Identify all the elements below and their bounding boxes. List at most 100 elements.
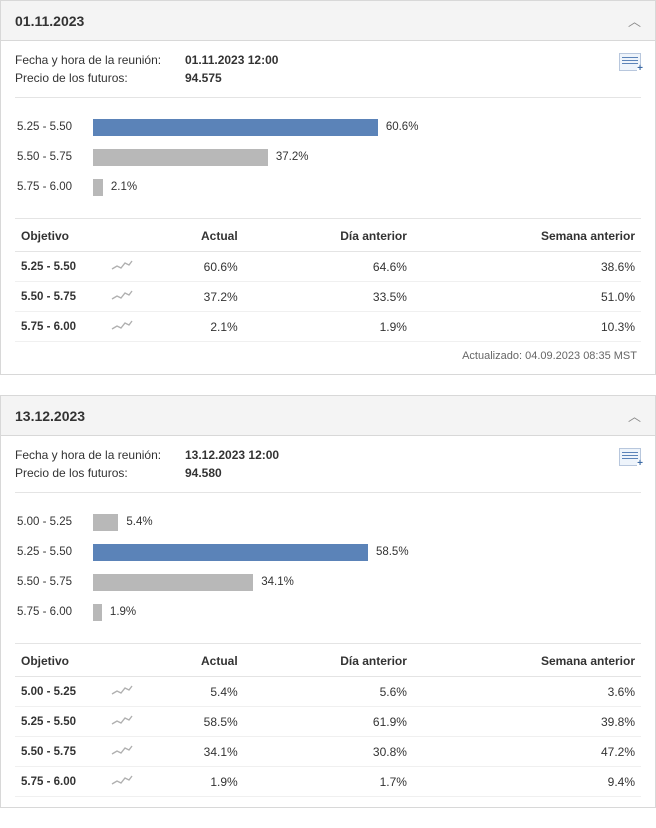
table-row: 5.50 - 5.75 37.2% 33.5% 51.0% (15, 282, 641, 312)
cell-actual: 2.1% (139, 312, 244, 342)
bar-range-label: 5.50 - 5.75 (15, 151, 93, 163)
col-actual: Actual (139, 219, 244, 252)
probability-table: Objetivo Actual Día anterior Semana ante… (15, 218, 641, 364)
bar-row: 5.25 - 5.50 60.6% (15, 112, 641, 142)
panel-body: + Fecha y hora de la reunión: 13.12.2023… (1, 436, 655, 807)
cell-actual: 5.4% (139, 677, 244, 707)
bar-fill (93, 149, 268, 166)
bar-value-label: 60.6% (386, 121, 419, 133)
sparkline-icon[interactable] (105, 767, 139, 797)
cell-prev-week: 10.3% (413, 312, 641, 342)
sparkline-icon[interactable] (105, 282, 139, 312)
futures-price-row: Precio de los futuros: 94.580 (15, 466, 641, 480)
cell-prev-day: 33.5% (244, 282, 413, 312)
futures-price-value: 94.575 (185, 71, 222, 85)
cell-prev-week: 51.0% (413, 282, 641, 312)
bar-value-label: 2.1% (111, 181, 137, 193)
bar-track: 2.1% (93, 179, 641, 196)
col-prev-day: Día anterior (244, 219, 413, 252)
col-prev-day: Día anterior (244, 644, 413, 677)
panel-title: 01.11.2023 (15, 13, 84, 29)
cell-range: 5.25 - 5.50 (15, 252, 105, 282)
meeting-datetime-value: 13.12.2023 12:00 (185, 448, 279, 462)
col-spark (105, 644, 139, 677)
bar-value-label: 58.5% (376, 546, 409, 558)
bar-range-label: 5.00 - 5.25 (15, 516, 93, 528)
rate-panel: 13.12.2023 ︿ + Fecha y hora de la reunió… (0, 395, 656, 808)
bar-value-label: 37.2% (276, 151, 309, 163)
bar-fill (93, 574, 253, 591)
bar-range-label: 5.25 - 5.50 (15, 546, 93, 558)
panel-body: + Fecha y hora de la reunión: 01.11.2023… (1, 41, 655, 374)
sparkline-icon[interactable] (105, 737, 139, 767)
col-prev-week: Semana anterior (413, 644, 641, 677)
sparkline-icon[interactable] (105, 707, 139, 737)
cell-actual: 1.9% (139, 767, 244, 797)
probability-table: Objetivo Actual Día anterior Semana ante… (15, 643, 641, 797)
cell-range: 5.50 - 5.75 (15, 282, 105, 312)
bar-row: 5.25 - 5.50 58.5% (15, 537, 641, 567)
cell-range: 5.50 - 5.75 (15, 737, 105, 767)
bar-row: 5.75 - 6.00 2.1% (15, 172, 641, 202)
cell-prev-day: 64.6% (244, 252, 413, 282)
bar-fill (93, 514, 118, 531)
col-prev-week: Semana anterior (413, 219, 641, 252)
meeting-datetime-row: Fecha y hora de la reunión: 01.11.2023 1… (15, 53, 641, 67)
add-to-calendar-icon[interactable]: + (619, 448, 641, 466)
add-to-calendar-icon[interactable]: + (619, 53, 641, 71)
probability-bar-chart: 5.00 - 5.25 5.4% 5.25 - 5.50 58.5% 5.50 … (15, 492, 641, 635)
cell-prev-day: 1.7% (244, 767, 413, 797)
bar-fill (93, 119, 378, 136)
panel-header[interactable]: 13.12.2023 ︿ (1, 396, 655, 436)
chevron-up-icon[interactable]: ︿ (628, 406, 641, 425)
bar-range-label: 5.50 - 5.75 (15, 576, 93, 588)
meeting-datetime-row: Fecha y hora de la reunión: 13.12.2023 1… (15, 448, 641, 462)
table-row: 5.50 - 5.75 34.1% 30.8% 47.2% (15, 737, 641, 767)
bar-fill (93, 604, 102, 621)
table-row: 5.25 - 5.50 60.6% 64.6% 38.6% (15, 252, 641, 282)
futures-price-label: Precio de los futuros: (15, 71, 185, 85)
bar-value-label: 1.9% (110, 606, 136, 618)
meeting-datetime-label: Fecha y hora de la reunión: (15, 53, 185, 67)
bar-row: 5.00 - 5.25 5.4% (15, 507, 641, 537)
cell-range: 5.75 - 6.00 (15, 312, 105, 342)
rate-panel: 01.11.2023 ︿ + Fecha y hora de la reunió… (0, 0, 656, 375)
sparkline-icon[interactable] (105, 312, 139, 342)
bar-fill (93, 544, 368, 561)
bar-range-label: 5.25 - 5.50 (15, 121, 93, 133)
bar-track: 60.6% (93, 119, 641, 136)
panel-title: 13.12.2023 (15, 408, 85, 424)
col-objective: Objetivo (15, 219, 105, 252)
futures-price-value: 94.580 (185, 466, 222, 480)
col-objective: Objetivo (15, 644, 105, 677)
bar-value-label: 34.1% (261, 576, 294, 588)
probability-bar-chart: 5.25 - 5.50 60.6% 5.50 - 5.75 37.2% 5.75… (15, 97, 641, 210)
table-row: 5.75 - 6.00 2.1% 1.9% 10.3% (15, 312, 641, 342)
cell-prev-day: 30.8% (244, 737, 413, 767)
cell-prev-week: 47.2% (413, 737, 641, 767)
cell-prev-day: 1.9% (244, 312, 413, 342)
cell-range: 5.75 - 6.00 (15, 767, 105, 797)
col-spark (105, 219, 139, 252)
cell-range: 5.25 - 5.50 (15, 707, 105, 737)
sparkline-icon[interactable] (105, 677, 139, 707)
cell-range: 5.00 - 5.25 (15, 677, 105, 707)
panel-header[interactable]: 01.11.2023 ︿ (1, 1, 655, 41)
cell-actual: 58.5% (139, 707, 244, 737)
bar-value-label: 5.4% (126, 516, 152, 528)
cell-prev-week: 3.6% (413, 677, 641, 707)
bar-track: 37.2% (93, 149, 641, 166)
cell-actual: 34.1% (139, 737, 244, 767)
table-row: 5.75 - 6.00 1.9% 1.7% 9.4% (15, 767, 641, 797)
bar-row: 5.50 - 5.75 34.1% (15, 567, 641, 597)
bar-track: 1.9% (93, 604, 641, 621)
sparkline-icon[interactable] (105, 252, 139, 282)
cell-actual: 37.2% (139, 282, 244, 312)
cell-actual: 60.6% (139, 252, 244, 282)
bar-track: 58.5% (93, 544, 641, 561)
cell-prev-week: 9.4% (413, 767, 641, 797)
bar-row: 5.75 - 6.00 1.9% (15, 597, 641, 627)
chevron-up-icon[interactable]: ︿ (628, 11, 641, 30)
futures-price-label: Precio de los futuros: (15, 466, 185, 480)
bar-track: 5.4% (93, 514, 641, 531)
